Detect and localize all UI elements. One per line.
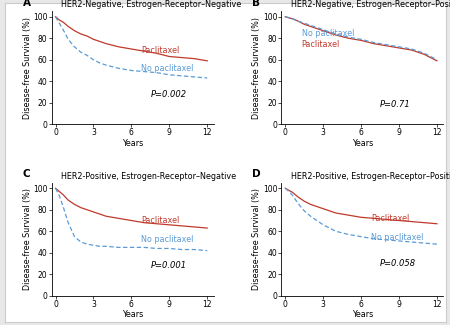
Text: C: C xyxy=(22,169,30,179)
Text: D: D xyxy=(252,169,261,179)
Text: P=0.002: P=0.002 xyxy=(150,90,186,98)
Text: Paclitaxel: Paclitaxel xyxy=(141,46,180,55)
Text: P=0.058: P=0.058 xyxy=(380,259,416,268)
Text: Paclitaxel: Paclitaxel xyxy=(141,216,180,225)
Text: B: B xyxy=(252,0,261,8)
Text: P=0.001: P=0.001 xyxy=(150,261,186,270)
Text: HER2-Negative, Estrogen-Receptor–Negative: HER2-Negative, Estrogen-Receptor–Negativ… xyxy=(62,0,242,9)
Text: No paclitaxel: No paclitaxel xyxy=(141,235,194,244)
Text: HER2-Positive, Estrogen-Receptor–Positive: HER2-Positive, Estrogen-Receptor–Positiv… xyxy=(291,172,450,181)
X-axis label: Years: Years xyxy=(122,139,143,148)
Text: A: A xyxy=(22,0,31,8)
Text: No paclitaxel: No paclitaxel xyxy=(141,64,194,73)
Text: HER2-Positive, Estrogen-Receptor–Negative: HER2-Positive, Estrogen-Receptor–Negativ… xyxy=(62,172,237,181)
Text: Paclitaxel: Paclitaxel xyxy=(302,40,340,49)
Text: HER2-Negative, Estrogen-Receptor–Positive: HER2-Negative, Estrogen-Receptor–Positiv… xyxy=(291,0,450,9)
X-axis label: Years: Years xyxy=(352,310,373,319)
Text: Paclitaxel: Paclitaxel xyxy=(371,214,410,223)
X-axis label: Years: Years xyxy=(122,310,143,319)
Y-axis label: Disease-free Survival (%): Disease-free Survival (%) xyxy=(22,17,32,119)
X-axis label: Years: Years xyxy=(352,139,373,148)
Text: No paclitaxel: No paclitaxel xyxy=(302,30,354,38)
Text: No paclitaxel: No paclitaxel xyxy=(371,233,423,242)
Text: P=0.71: P=0.71 xyxy=(380,100,411,110)
Y-axis label: Disease-free Survival (%): Disease-free Survival (%) xyxy=(252,17,261,119)
Y-axis label: Disease-free Survival (%): Disease-free Survival (%) xyxy=(252,188,261,290)
Y-axis label: Disease-free Survival (%): Disease-free Survival (%) xyxy=(22,188,32,290)
